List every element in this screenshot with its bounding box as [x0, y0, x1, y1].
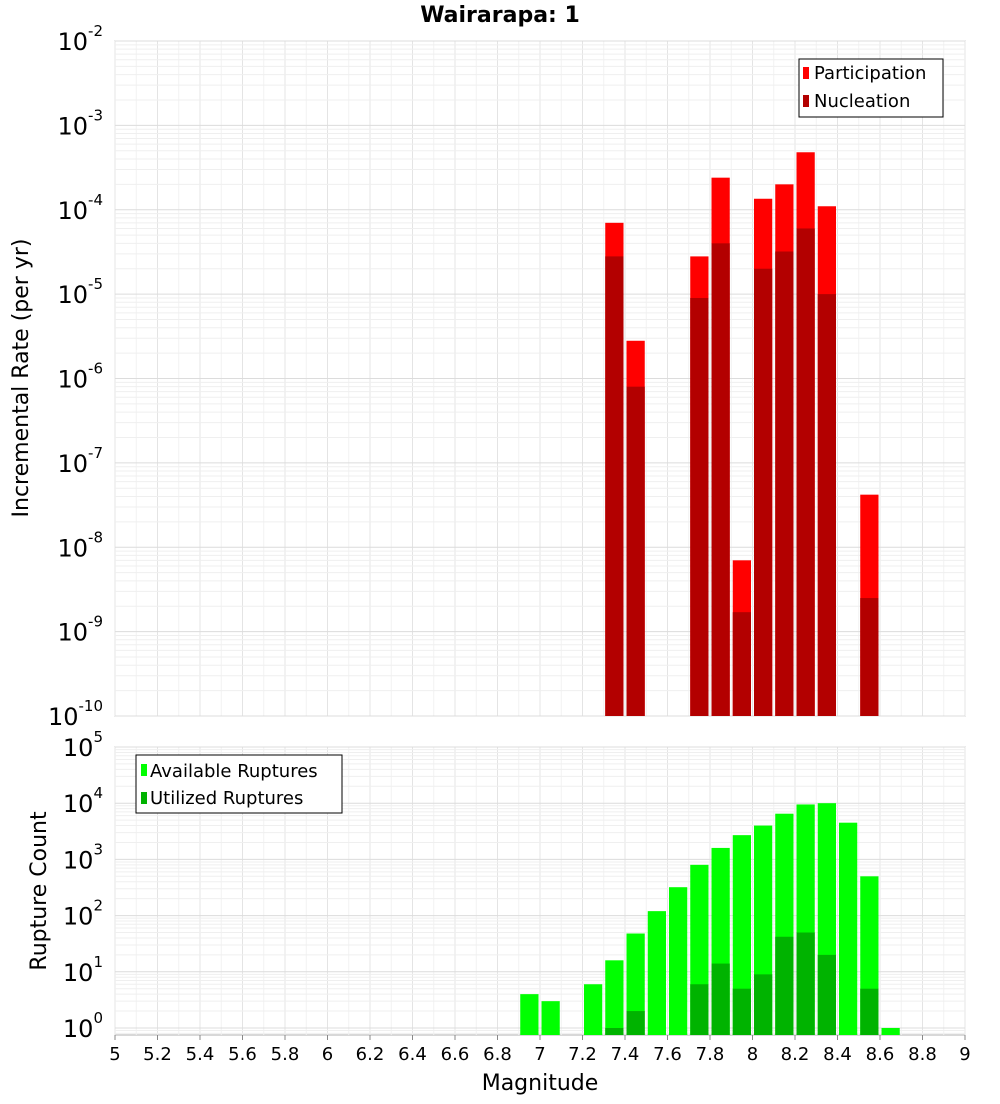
available-ruptures-bar	[541, 1001, 560, 1035]
nucleation-bar	[860, 598, 879, 716]
x-tick-label: 8.8	[908, 1044, 937, 1065]
utilized-ruptures-bar	[754, 974, 773, 1035]
y-tick-label: 10-7	[57, 444, 103, 478]
y-tick-label: 10-10	[48, 697, 103, 731]
rate-grid	[114, 40, 966, 717]
x-tick-label: 5.2	[143, 1044, 172, 1065]
available-legend-label: Available Ruptures	[150, 761, 318, 782]
nucleation-bar	[605, 256, 624, 716]
available-ruptures-bar	[732, 835, 751, 1035]
rate-bars	[605, 152, 879, 717]
participation-swatch	[803, 67, 809, 79]
y-tick-label: 10-2	[57, 22, 103, 56]
x-tick-label: 7.4	[611, 1044, 640, 1065]
x-tick-label: 6.4	[398, 1044, 427, 1065]
count-y-axis-label: Rupture Count	[27, 811, 52, 971]
utilized-ruptures-bar	[860, 988, 879, 1035]
count-panel: 105 104 103 102 101 100 5 5.2 5.4 5.6 5.8 6 6.2 6.4 6…	[27, 728, 971, 1096]
nucleation-bar	[796, 228, 815, 716]
available-ruptures-bar	[584, 984, 603, 1035]
utilized-ruptures-bar	[626, 1011, 645, 1035]
rate-legend: Participation Nucleation	[798, 58, 944, 118]
x-tick-label: 6	[322, 1044, 333, 1065]
y-tick-label: 100	[63, 1009, 103, 1043]
available-ruptures-bar	[626, 933, 645, 1035]
nucleation-bar	[754, 268, 773, 716]
nucleation-bar	[775, 251, 794, 716]
count-bars	[520, 803, 900, 1035]
available-ruptures-bar	[669, 887, 688, 1035]
available-ruptures-bar	[647, 911, 666, 1035]
y-tick-label: 10-9	[57, 613, 103, 647]
utilized-legend-label: Utilized Ruptures	[150, 788, 303, 809]
utilized-ruptures-bar	[711, 963, 730, 1035]
utilized-ruptures-bar	[775, 936, 794, 1035]
nucleation-bar	[732, 612, 751, 716]
x-tick-label: 7	[534, 1044, 545, 1065]
x-tick-label: 7.8	[696, 1044, 725, 1065]
rate-y-ticks: 10-2 10-3 10-4 10-5 10-6 10-7 10-8 10-9 10-10	[48, 22, 103, 731]
x-tick-label: 5.6	[228, 1044, 257, 1065]
nucleation-legend-label: Nucleation	[814, 91, 910, 112]
rate-panel: 10-2 10-3 10-4 10-5 10-6 10-7 10-8 10-9 10-10 In…	[9, 22, 966, 731]
utilized-swatch	[141, 792, 147, 804]
utilized-ruptures-bar	[605, 1027, 624, 1035]
available-ruptures-bar	[605, 960, 624, 1035]
x-tick-label: 7.6	[653, 1044, 682, 1065]
y-tick-label: 104	[63, 784, 103, 818]
y-tick-label: 102	[63, 897, 103, 931]
rate-y-axis-label: Incremental Rate (per yr)	[9, 239, 34, 518]
x-tick-label: 5.8	[271, 1044, 300, 1065]
utilized-ruptures-bar	[796, 932, 815, 1035]
x-tick-label: 8.4	[823, 1044, 852, 1065]
y-tick-label: 10-6	[57, 360, 103, 394]
available-swatch	[141, 764, 147, 776]
y-tick-label: 101	[63, 953, 103, 987]
y-tick-label: 10-3	[57, 106, 103, 140]
x-tick-label: 9	[959, 1044, 970, 1065]
nucleation-bar	[626, 386, 645, 716]
available-ruptures-bar	[881, 1027, 900, 1035]
count-legend: Available Ruptures Utilized Ruptures	[135, 754, 343, 814]
x-tick-label: 6.2	[356, 1044, 385, 1065]
x-tick-label: 6.6	[441, 1044, 470, 1065]
y-tick-label: 105	[63, 728, 103, 762]
x-tick-label: 7.2	[568, 1044, 597, 1065]
count-y-ticks: 105 104 103 102 101 100	[63, 728, 103, 1043]
x-tick-label: 6.8	[483, 1044, 512, 1065]
x-tick-label: 8	[747, 1044, 758, 1065]
x-axis-label: Magnitude	[482, 1071, 599, 1096]
x-tick-label: 8.2	[781, 1044, 810, 1065]
available-ruptures-bar	[839, 822, 858, 1035]
x-tick-label: 5.4	[186, 1044, 215, 1065]
nucleation-bar	[711, 243, 730, 717]
x-tick-label: 8.6	[866, 1044, 895, 1065]
chart-title: Wairarapa: 1	[420, 3, 580, 28]
utilized-ruptures-bar	[690, 984, 709, 1035]
y-tick-label: 10-5	[57, 275, 103, 309]
rate-legend-box	[798, 58, 944, 118]
y-tick-label: 103	[63, 840, 103, 874]
count-legend-box	[135, 754, 343, 814]
available-ruptures-bar	[520, 994, 539, 1035]
y-tick-label: 10-8	[57, 528, 103, 562]
utilized-ruptures-bar	[732, 988, 751, 1035]
nucleation-swatch	[803, 95, 809, 107]
participation-legend-label: Participation	[814, 63, 926, 84]
nucleation-bar	[817, 294, 836, 716]
x-tick-label: 5	[109, 1044, 120, 1065]
nucleation-bar	[690, 297, 709, 716]
count-x-ticks: 5 5.2 5.4 5.6 5.8 6 6.2 6.4 6.6 6.8 7 7.2 7.4 7.6 7.8 8…	[109, 1035, 971, 1065]
y-tick-label: 10-4	[57, 191, 103, 225]
utilized-ruptures-bar	[817, 954, 836, 1035]
